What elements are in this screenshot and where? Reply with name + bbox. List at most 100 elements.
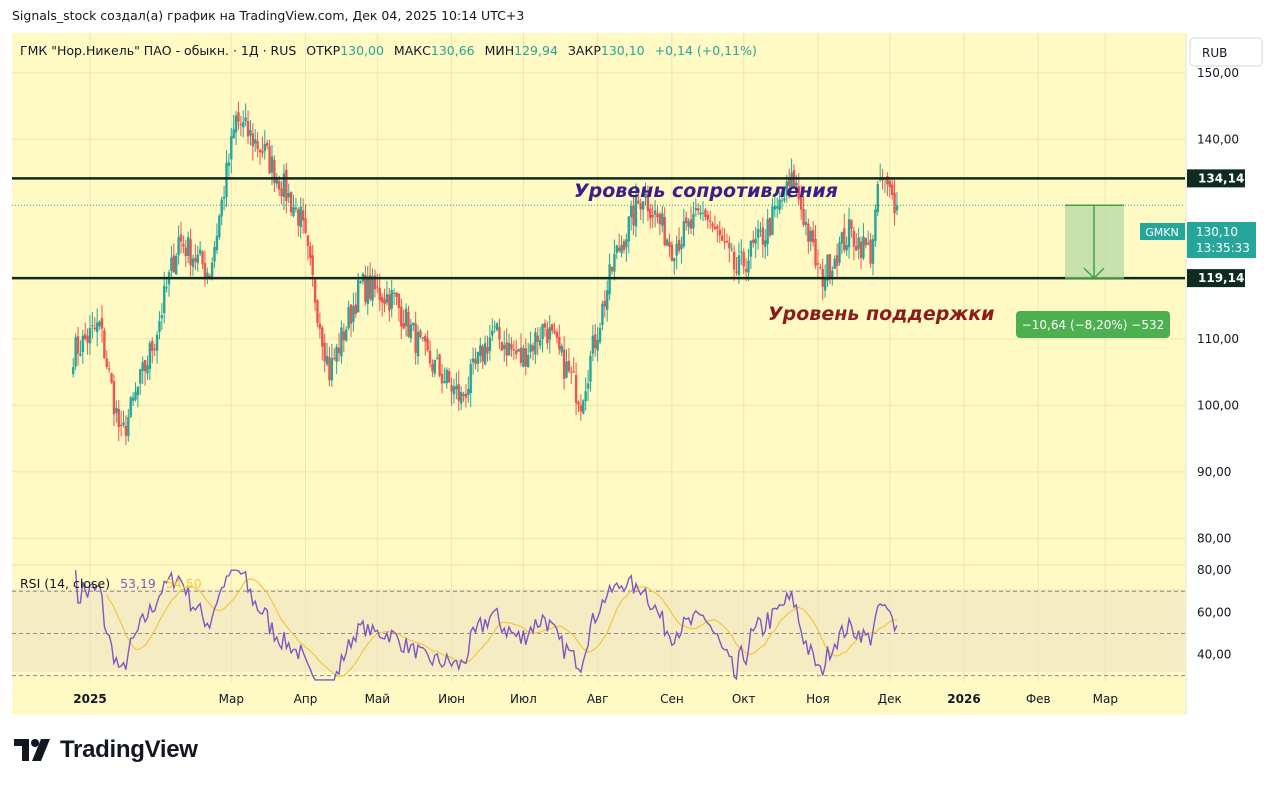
candle-body [828, 254, 832, 279]
candle-body [529, 344, 532, 353]
candle-body [874, 209, 877, 241]
candle-body [819, 267, 822, 269]
candle-body [471, 358, 475, 363]
candle-body [261, 151, 264, 154]
candle-body [459, 392, 463, 404]
candle-body [158, 321, 161, 333]
last-price-tag: GMKN 130,10 13:35:33 [1140, 222, 1256, 258]
candle-body [421, 337, 425, 339]
candle-body [366, 276, 369, 304]
candle-body [864, 237, 868, 246]
candle-body [744, 268, 748, 272]
price-tick-label: 90,00 [1197, 465, 1231, 479]
svg-text:134,14: 134,14 [1198, 171, 1244, 185]
rsi-tick-label: 60,00 [1197, 605, 1231, 619]
candle-body [127, 416, 130, 437]
rsi-legend: RSI (14, close) 53,19 54,50 [20, 576, 202, 591]
price-tick-label: 80,00 [1197, 531, 1231, 545]
candle-body [582, 400, 585, 414]
candle-body [629, 206, 633, 218]
candle-body [491, 330, 494, 336]
candle-body [206, 272, 209, 279]
price-range-measure[interactable]: −10,64 (−8,20%) −532 [1016, 204, 1170, 338]
candle-body [735, 271, 738, 273]
candle-body [481, 346, 484, 362]
candle-body [553, 330, 556, 333]
candle-body [840, 232, 844, 244]
candle-body [711, 223, 714, 227]
candle-body [725, 240, 729, 243]
time-tick-label: Мар [219, 692, 244, 706]
chart-legend: ГМК "Нор.Никель" ПАО - обыкн. · 1Д · RUS… [20, 43, 757, 58]
candle-body [493, 326, 496, 328]
legend-open: 130,00 [340, 43, 384, 58]
candle-body [313, 279, 317, 303]
candle-body [294, 207, 298, 210]
candle-body [572, 371, 575, 373]
candle-body [550, 324, 554, 331]
time-axis: 2025 Мар Апр Май Июн Июл Авг Сен Окт Ноя Дек 2026 Фе… [73, 692, 1118, 706]
candle-body [246, 121, 250, 137]
candle-body [776, 206, 779, 209]
time-tick-label: Апр [294, 692, 318, 706]
candle-body [177, 237, 180, 256]
candle-body [488, 337, 492, 351]
candle-body [797, 186, 800, 200]
candle-body [625, 239, 628, 248]
candle-body [325, 355, 329, 365]
currency-button[interactable] [1189, 37, 1263, 67]
candle-body [888, 180, 891, 188]
candle-body [263, 143, 266, 152]
candle-body [191, 258, 195, 267]
candle-body [289, 192, 293, 213]
candle-body [244, 117, 247, 122]
rsi-legend-value: 53,19 [120, 576, 156, 591]
candle-body [677, 239, 681, 251]
candle-body [596, 339, 599, 351]
candle-body [555, 332, 559, 338]
candle-body [718, 229, 721, 236]
candle-body [665, 239, 669, 246]
candle-body [388, 294, 391, 311]
rsi-tick-label: 80,00 [1197, 563, 1231, 577]
measure-arrowhead-icon [1083, 267, 1105, 280]
candle-body [222, 196, 226, 199]
candle-body [663, 217, 666, 246]
candle-body [658, 214, 662, 225]
candle-body [76, 336, 80, 354]
candle-body [419, 330, 422, 337]
candle-body [141, 362, 144, 371]
candle-body [802, 208, 805, 225]
candle-body [785, 181, 789, 196]
candle-body [689, 219, 693, 229]
candle-body [220, 199, 223, 217]
candle-body [412, 322, 415, 326]
candle-body [862, 236, 865, 259]
candle-body [426, 338, 429, 351]
candle-body [117, 408, 120, 428]
candle-body [299, 206, 302, 228]
candle-body [531, 345, 535, 352]
candle-body [433, 359, 437, 374]
candle-body [203, 263, 207, 278]
candle-body [280, 188, 283, 197]
legend-close: 130,10 [601, 43, 645, 58]
candle-body [617, 247, 621, 252]
candle-body [517, 348, 520, 352]
candle-body [282, 173, 286, 197]
candle-body [771, 206, 774, 236]
candle-body [115, 408, 118, 413]
candle-body [225, 162, 228, 198]
candle-body [93, 327, 96, 330]
candle-body [155, 334, 159, 351]
candle-body [337, 347, 341, 354]
candle-body [610, 266, 614, 272]
candle-body [356, 279, 360, 313]
candle-body [680, 244, 683, 250]
candle-body [452, 386, 456, 395]
candle-body [548, 327, 551, 340]
candle-body [153, 348, 156, 350]
candle-body [510, 344, 513, 350]
tradingview-logo[interactable]: TradingView [14, 736, 198, 764]
